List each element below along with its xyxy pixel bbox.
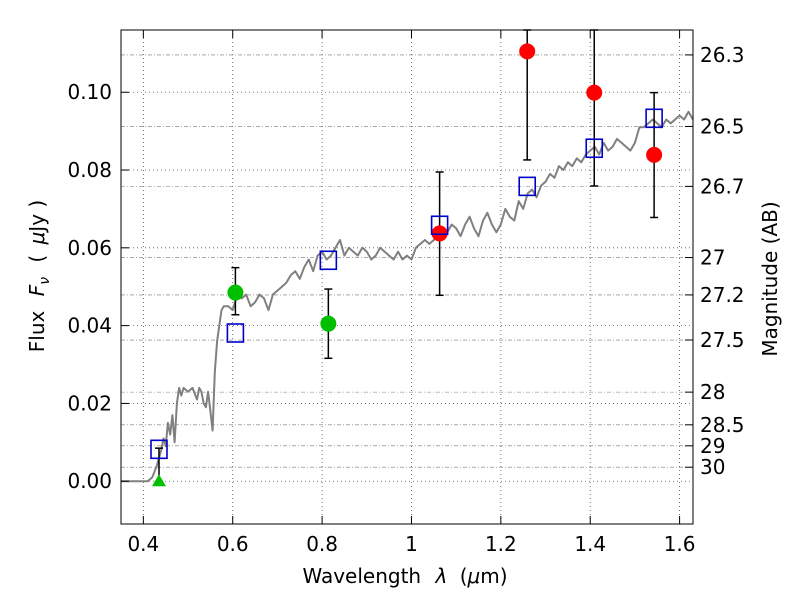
y-tick-label: 0.10 <box>67 80 112 104</box>
x-axis-label-open: ( <box>460 564 468 588</box>
y-axis-label-subscript: ν <box>37 277 53 285</box>
right-tick-label: 26.3 <box>700 43 745 67</box>
red-circle-point <box>519 43 536 60</box>
model-spectrum <box>121 110 694 483</box>
red-circle-point <box>586 84 603 101</box>
y-tick-label: 0.00 <box>67 469 112 493</box>
x-tick-label: 0.8 <box>306 532 338 556</box>
plot-frame <box>120 29 694 525</box>
blue-square-point <box>430 215 449 236</box>
blue-square-point <box>150 439 168 460</box>
right-tick-label: 28.5 <box>700 413 745 437</box>
x-tick-label: 1.4 <box>574 532 606 556</box>
right-tick-label: 26.5 <box>700 114 745 138</box>
x-tick-label: 1.2 <box>485 532 517 556</box>
y-axis-label-mu: μ <box>25 232 49 246</box>
blue-square-point <box>645 108 663 129</box>
x-axis-label-text: Wavelength <box>302 564 421 588</box>
x-axis-label-symbol: λ <box>434 564 447 588</box>
y-axis-label-open: ( <box>25 255 49 263</box>
y-tick-label: 0.06 <box>67 236 112 260</box>
right-tick-label: 27.2 <box>700 283 745 307</box>
right-tick-label: 29 <box>700 434 725 458</box>
data-points <box>150 29 663 487</box>
x-axis-label-mu: μ <box>467 564 481 588</box>
y-axis-label-text: Flux <box>25 310 49 352</box>
y-axis-label: Flux Fν ( μJy ) <box>25 200 54 352</box>
x-axis-label-unit: m) <box>480 564 507 588</box>
y-tick-label: 0.02 <box>67 391 112 415</box>
green-circle-point <box>320 315 337 332</box>
blue-square-point <box>319 250 338 271</box>
x-tick-label: 1 <box>405 532 418 556</box>
grid-lines <box>121 30 693 524</box>
right-axis-label: Magnitude (AB) <box>758 201 782 356</box>
y-tick-label: 0.04 <box>67 314 112 338</box>
blue-square-point <box>585 138 604 159</box>
x-axis-ticks: 0.4 0.6 0.8 1 1.2 1.4 1.6 <box>127 30 696 556</box>
right-tick-label: 27.5 <box>700 328 745 352</box>
y-axis-label-unit: Jy ) <box>25 200 49 234</box>
right-tick-label: 27 <box>700 246 725 270</box>
model-spectrum-line <box>121 110 694 483</box>
y-tick-label: 0.08 <box>67 158 112 182</box>
blue-square-point <box>518 176 537 197</box>
right-tick-label: 30 <box>700 455 725 479</box>
right-tick-label: 26.7 <box>700 174 745 198</box>
green-circle-point <box>227 284 244 301</box>
x-tick-label: 1.6 <box>664 532 696 556</box>
x-tick-label: 0.6 <box>217 532 249 556</box>
y-axis-label-symbol: F <box>25 284 49 296</box>
x-tick-label: 0.4 <box>127 532 159 556</box>
x-axis-label: Wavelength λ (μm) <box>302 564 507 588</box>
green-triangle-point <box>151 474 166 487</box>
right-tick-label: 28 <box>700 380 725 404</box>
blue-square-point <box>226 323 245 343</box>
y-axis-ticks: 0.00 0.02 0.04 0.06 0.08 0.10 <box>67 80 129 493</box>
red-circle-point <box>431 225 448 242</box>
red-circle-point <box>646 146 663 163</box>
